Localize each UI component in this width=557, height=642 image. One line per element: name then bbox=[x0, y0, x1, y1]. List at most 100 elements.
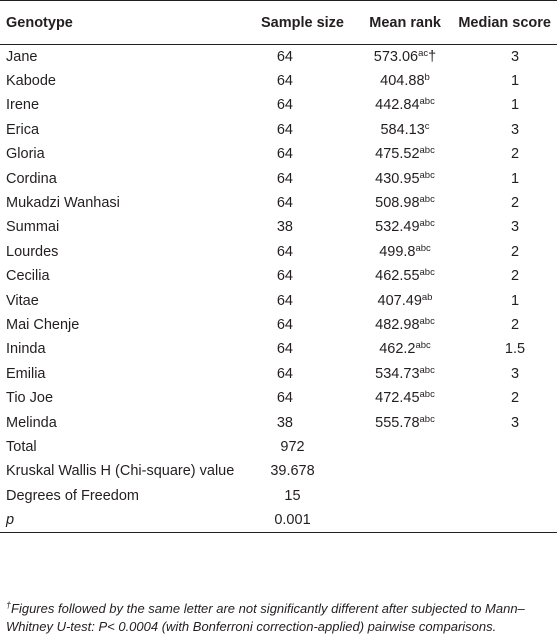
mean-rank-value: 508.98 bbox=[375, 195, 420, 212]
cell-sample-size: 64 bbox=[276, 268, 293, 285]
mean-rank-letters: ac bbox=[418, 47, 429, 59]
footnote-text: Figures followed by the same letter are … bbox=[6, 601, 525, 634]
mean-rank-value: 407.49 bbox=[377, 292, 422, 309]
mean-rank-value: 442.84 bbox=[375, 97, 420, 114]
mean-rank-letters: abc bbox=[415, 340, 431, 352]
empty-cell bbox=[455, 459, 557, 483]
cell-median-score: 1 bbox=[510, 170, 520, 187]
stat-label: Total bbox=[6, 438, 37, 455]
stat-row: Kruskal Wallis H (Chi-square) value 39.67… bbox=[0, 459, 557, 483]
table-row: Irene 64 442.84abc 1 bbox=[0, 93, 557, 117]
stat-value: 39.678 bbox=[270, 463, 315, 480]
mean-rank-letters: abc bbox=[419, 145, 435, 157]
cell-median-score: 3 bbox=[510, 121, 520, 138]
mean-rank-value: 404.88 bbox=[380, 73, 425, 90]
mean-rank-value: 482.98 bbox=[375, 316, 420, 333]
table-row: Cecilia 64 462.55abc 2 bbox=[0, 264, 557, 288]
table-footnote: †Figures followed by the same letter are… bbox=[6, 600, 554, 636]
cell-median-score: 2 bbox=[510, 390, 520, 407]
cell-mean-rank: 573.06ac† bbox=[345, 45, 455, 69]
stat-value: 972 bbox=[280, 438, 305, 455]
mean-rank-value: 430.95 bbox=[375, 170, 420, 187]
table-row: Mukadzi Wanhasi 64 508.98abc 2 bbox=[0, 191, 557, 215]
cell-median-score: 3 bbox=[510, 48, 520, 65]
mean-rank-group: 573.06ac† bbox=[345, 49, 465, 65]
mean-rank-value: 584.13 bbox=[380, 121, 425, 138]
cell-genotype: Erica bbox=[6, 121, 40, 138]
mean-rank-value: 462.55 bbox=[375, 268, 420, 285]
stat-label: Kruskal Wallis H (Chi-square) value bbox=[6, 463, 235, 480]
genotype-results-table: Genotype Sample size Mean rank Median sc… bbox=[0, 0, 557, 533]
cell-median-score: 3 bbox=[510, 414, 520, 431]
mean-rank-group: 472.45abc bbox=[345, 390, 465, 406]
cell-mean-rank: 472.45abc bbox=[345, 386, 455, 410]
empty-cell bbox=[345, 459, 455, 483]
mean-rank-letters: abc bbox=[419, 364, 435, 376]
mean-rank-value: 573.06 bbox=[373, 48, 419, 65]
cell-mean-rank: 475.52abc bbox=[345, 142, 455, 166]
cell-genotype: Melinda bbox=[6, 414, 57, 431]
cell-mean-rank: 407.49ab bbox=[345, 288, 455, 312]
cell-median-score: 2 bbox=[510, 243, 520, 260]
stat-label: Degrees of Freedom bbox=[6, 487, 139, 504]
cell-sample-size: 64 bbox=[276, 48, 293, 65]
mean-rank-group: 442.84abc bbox=[345, 97, 465, 113]
mean-rank-value: 534.73 bbox=[375, 365, 420, 382]
cell-mean-rank: 462.55abc bbox=[345, 264, 455, 288]
mean-rank-group: 482.98abc bbox=[345, 317, 465, 333]
mean-rank-group: 475.52abc bbox=[345, 146, 465, 162]
cell-genotype: Cordina bbox=[6, 170, 57, 187]
mean-rank-group: 404.88b bbox=[345, 73, 465, 89]
cell-genotype: Vitae bbox=[6, 292, 39, 309]
cell-mean-rank: 404.88b bbox=[345, 69, 455, 93]
cell-genotype: Gloria bbox=[6, 146, 45, 163]
cell-sample-size: 64 bbox=[276, 316, 293, 333]
cell-median-score: 1 bbox=[510, 73, 520, 90]
mean-rank-value: 475.52 bbox=[375, 146, 420, 163]
stat-row: Degrees of Freedom 15 bbox=[0, 484, 557, 508]
cell-sample-size: 64 bbox=[276, 73, 293, 90]
cell-median-score: 2 bbox=[510, 268, 520, 285]
cell-sample-size: 38 bbox=[276, 219, 293, 236]
cell-genotype: Mai Chenje bbox=[6, 316, 80, 333]
mean-rank-letters: abc bbox=[419, 96, 435, 108]
cell-mean-rank: 430.95abc bbox=[345, 166, 455, 190]
cell-median-score: 1 bbox=[510, 292, 520, 309]
table-row: Jane 64 573.06ac† 3 bbox=[0, 45, 557, 69]
header-sample-size: Sample size bbox=[240, 0, 345, 45]
table-row: Mai Chenje 64 482.98abc 2 bbox=[0, 313, 557, 337]
mean-rank-letters: abc bbox=[419, 315, 435, 327]
table-row: Summai 38 532.49abc 3 bbox=[0, 215, 557, 239]
cell-genotype: Summai bbox=[6, 219, 60, 236]
table-row: Cordina 64 430.95abc 1 bbox=[0, 166, 557, 190]
cell-genotype: Ininda bbox=[6, 341, 46, 358]
cell-sample-size: 64 bbox=[276, 170, 293, 187]
header-genotype: Genotype bbox=[0, 0, 240, 45]
table-row: Erica 64 584.13c 3 bbox=[0, 118, 557, 142]
table-row: Melinda 38 555.78abc 3 bbox=[0, 410, 557, 434]
cell-mean-rank: 442.84abc bbox=[345, 93, 455, 117]
table-header: Genotype Sample size Mean rank Median sc… bbox=[0, 0, 557, 45]
mean-rank-value: 532.49 bbox=[375, 219, 420, 236]
mean-rank-value: 499.8 bbox=[379, 243, 416, 260]
cell-median-score: 2 bbox=[510, 146, 520, 163]
cell-median-score: 3 bbox=[510, 219, 520, 236]
cell-sample-size: 64 bbox=[276, 341, 293, 358]
dagger-mark: † bbox=[428, 48, 437, 65]
table-row: Gloria 64 475.52abc 2 bbox=[0, 142, 557, 166]
mean-rank-group: 532.49abc bbox=[345, 219, 465, 235]
cell-genotype: Cecilia bbox=[6, 268, 50, 285]
mean-rank-value: 472.45 bbox=[375, 390, 420, 407]
cell-genotype: Jane bbox=[6, 48, 38, 65]
cell-median-score: 2 bbox=[510, 195, 520, 212]
cell-mean-rank: 482.98abc bbox=[345, 313, 455, 337]
cell-mean-rank: 584.13c bbox=[345, 118, 455, 142]
table-row: Kabode 64 404.88b 1 bbox=[0, 69, 557, 93]
mean-rank-letters: abc bbox=[415, 242, 431, 254]
cell-mean-rank: 462.2abc bbox=[345, 337, 455, 361]
mean-rank-group: 555.78abc bbox=[345, 413, 465, 431]
header-mean-rank: Mean rank bbox=[345, 0, 455, 45]
stat-row: Total 972 bbox=[0, 435, 557, 459]
mean-rank-letters: abc bbox=[419, 413, 435, 425]
mean-rank-value: 555.78 bbox=[375, 414, 420, 431]
